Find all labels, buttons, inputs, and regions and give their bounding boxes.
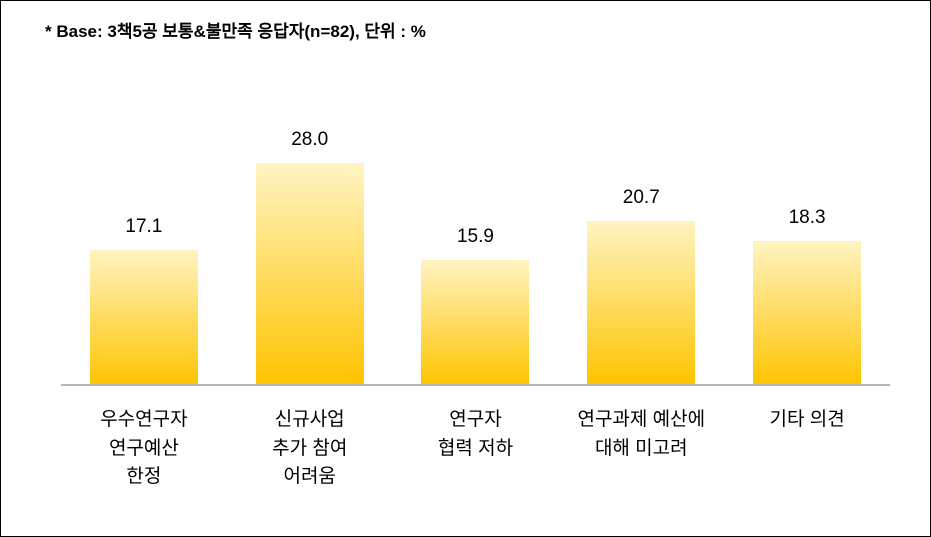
category-label: 기타 의견 bbox=[724, 396, 890, 435]
bar: 17.1 bbox=[89, 249, 199, 386]
bar: 20.7 bbox=[586, 220, 696, 386]
bar-slot: 17.1 bbox=[61, 249, 227, 386]
bar-slot: 15.9 bbox=[393, 259, 559, 386]
bar: 15.9 bbox=[420, 259, 530, 386]
bar-slot: 20.7 bbox=[558, 220, 724, 386]
labels-row: 우수연구자 연구예산 한정신규사업 추가 참여 어려움연구자 협력 저하연구과제… bbox=[61, 396, 890, 496]
category-label: 연구자 협력 저하 bbox=[393, 396, 559, 463]
bar-value-label: 18.3 bbox=[789, 207, 826, 229]
bar-slot: 28.0 bbox=[227, 162, 393, 386]
bar-value-label: 17.1 bbox=[125, 216, 162, 238]
bar: 28.0 bbox=[255, 162, 365, 386]
chart-frame: * Base: 3책5공 보통&불만족 응답자(n=82), 단위 : % 17… bbox=[0, 0, 931, 537]
bar-value-label: 28.0 bbox=[291, 129, 328, 151]
chart-caption: * Base: 3책5공 보통&불만족 응답자(n=82), 단위 : % bbox=[45, 17, 426, 42]
plot-area: 17.1 28.0 15.9 20.7 18.3 우수연구자 연구예산 한정신규사업 추… bbox=[61, 121, 890, 496]
category-label: 우수연구자 연구예산 한정 bbox=[61, 396, 227, 492]
bar-slot: 18.3 bbox=[724, 240, 890, 386]
bar: 18.3 bbox=[752, 240, 862, 386]
bars-row: 17.1 28.0 15.9 20.7 18.3 bbox=[61, 162, 890, 386]
bar-value-label: 15.9 bbox=[457, 226, 494, 248]
category-label: 연구과제 예산에 대해 미고려 bbox=[558, 396, 724, 463]
bar-value-label: 20.7 bbox=[623, 187, 660, 209]
x-axis-baseline bbox=[61, 384, 890, 386]
category-label: 신규사업 추가 참여 어려움 bbox=[227, 396, 393, 492]
